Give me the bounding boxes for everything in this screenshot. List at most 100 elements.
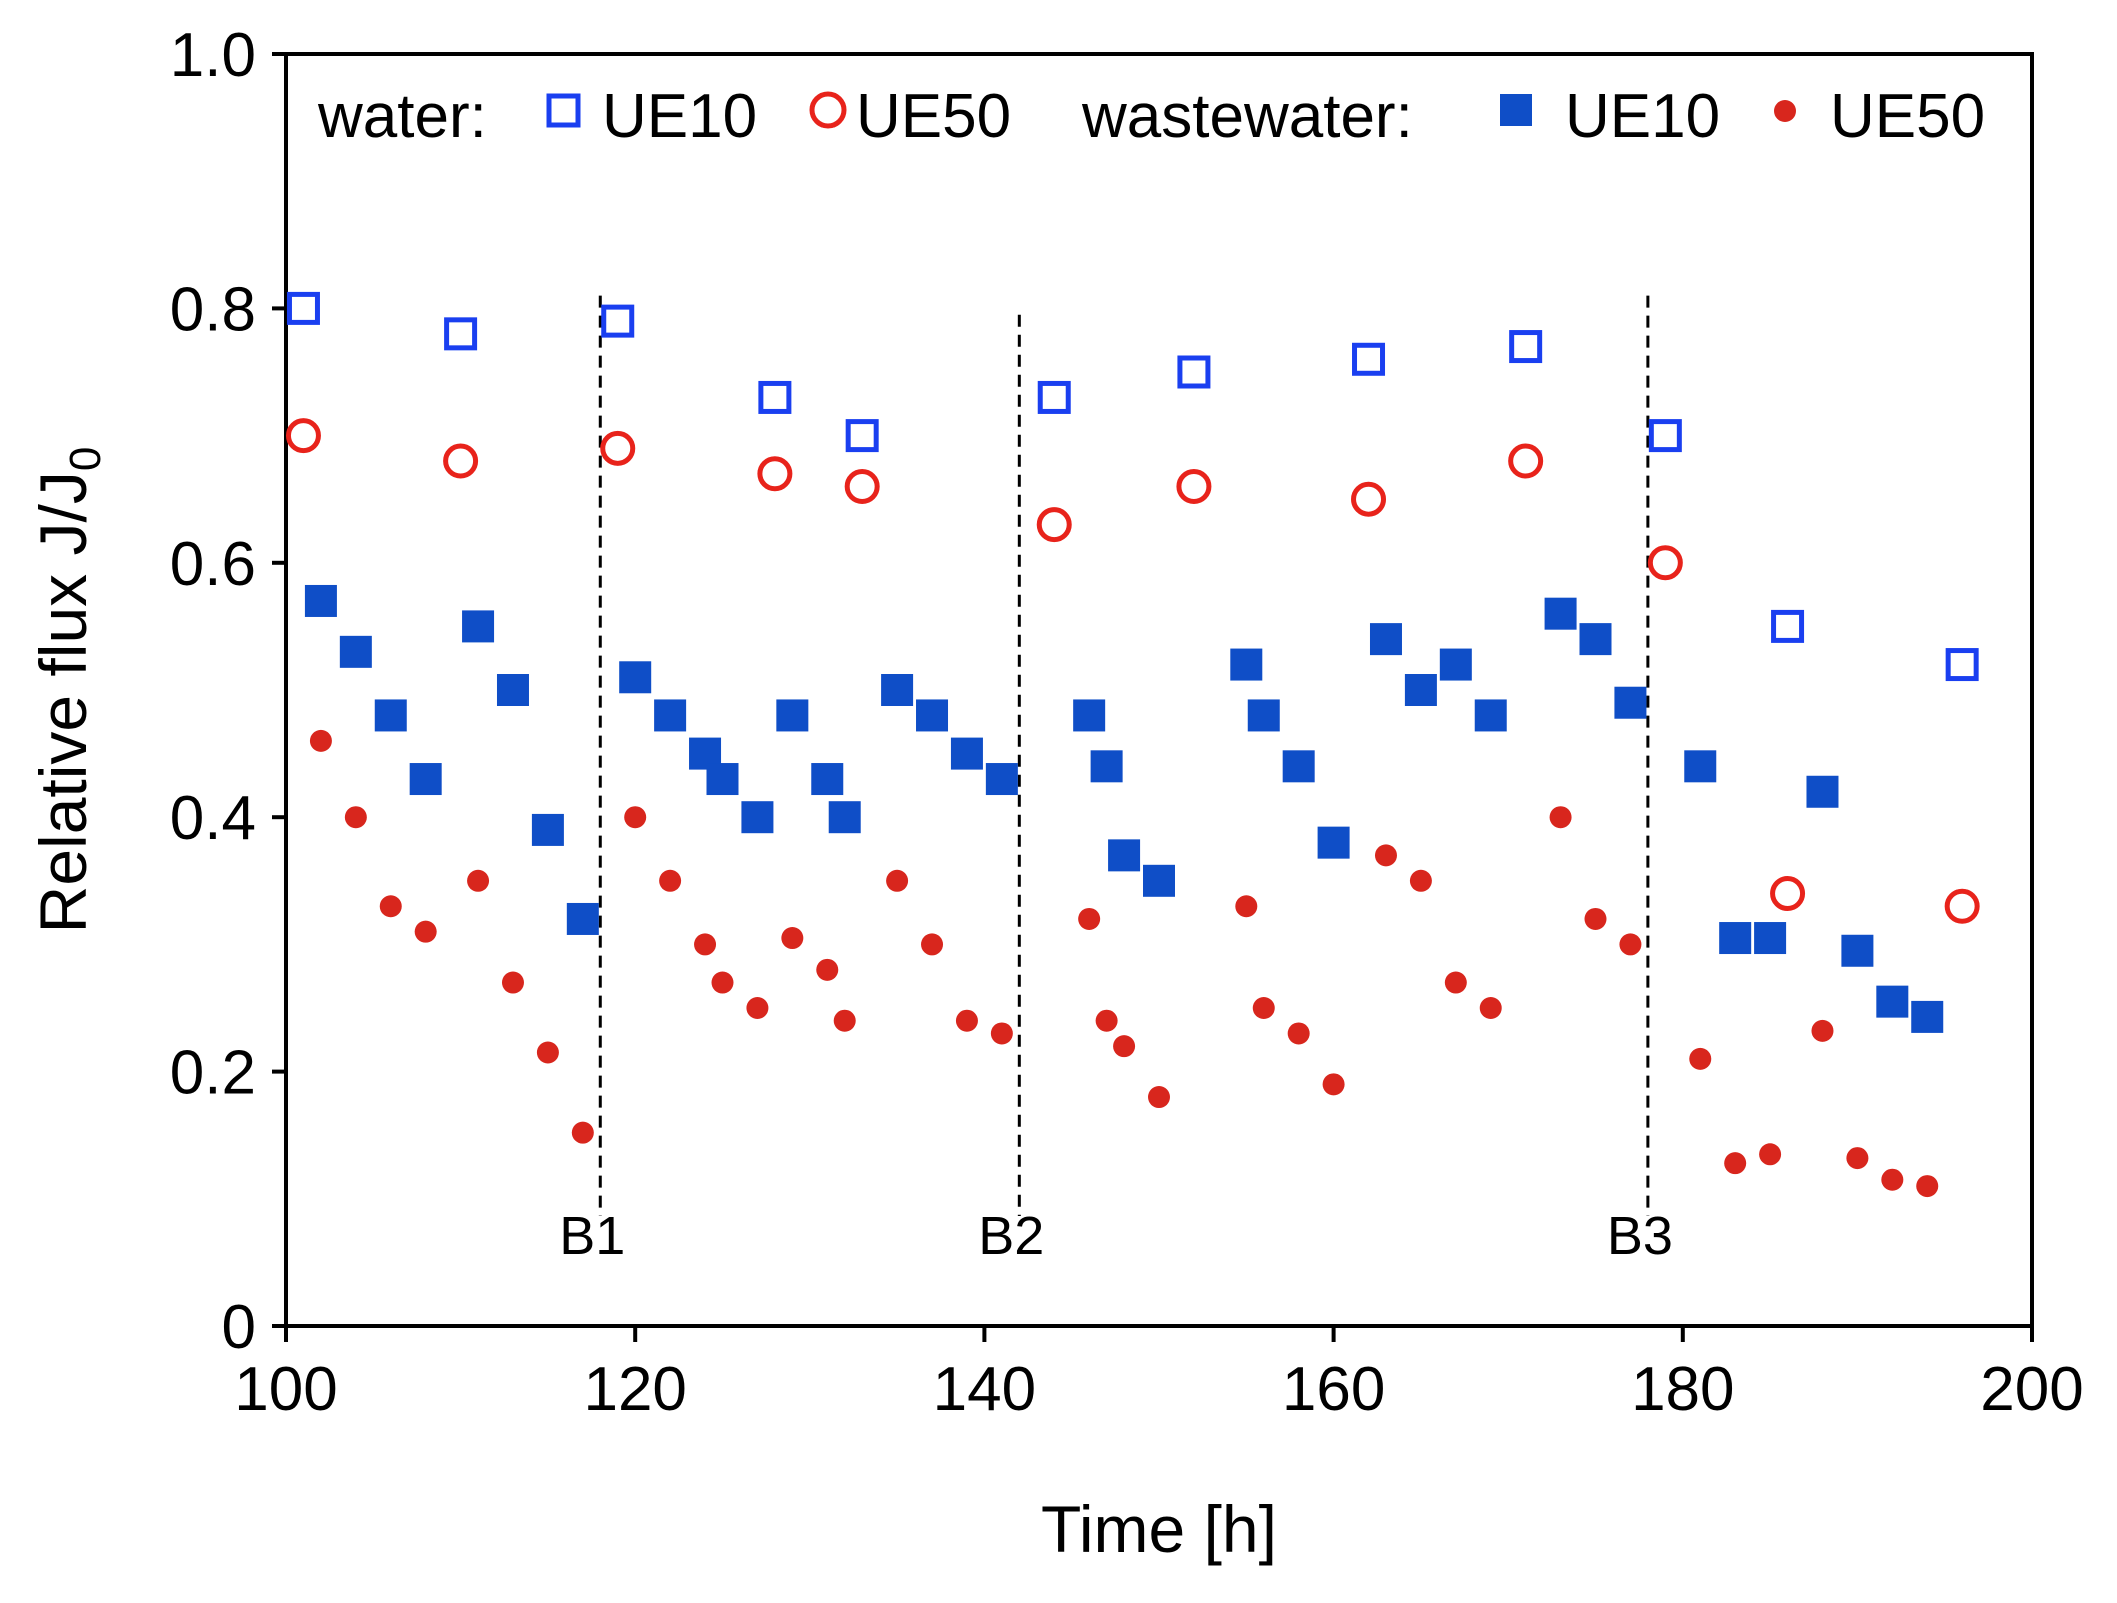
point [1090,750,1123,783]
point [1544,597,1577,630]
point [1078,907,1101,930]
point [758,380,792,414]
point [1647,545,1683,581]
legend-water-ue10-label: UE10 [602,82,757,151]
batch-lines: B1 B2 B3 [559,295,1673,1266]
point [1095,1009,1118,1032]
legend-water-ue50-marker [809,91,847,129]
point [531,813,564,846]
x-tick-label: 140 [933,1355,1036,1424]
point [304,584,337,617]
point [1287,1022,1310,1045]
legend-wastewater-ue50-label: UE50 [1830,82,1985,151]
point [443,443,479,479]
point [414,920,437,943]
legend-wastewater-label: wastewater: [1081,82,1413,151]
point [1037,380,1071,414]
point [374,699,407,732]
y-tick-label: 0 [222,1293,256,1362]
point [816,958,839,981]
y-axis-ticks: 0 0.2 0.4 0.6 0.8 1.0 [170,21,286,1362]
x-tick-label: 180 [1631,1355,1734,1424]
point [1509,330,1543,364]
y-tick-label: 0.6 [170,530,256,599]
point [1404,674,1437,706]
legend-wastewater-ue10-marker [1500,94,1532,126]
point [1619,933,1642,956]
point [286,291,320,325]
point [955,1009,978,1032]
point [711,971,734,994]
point [1806,775,1839,808]
series-wastewater-ue10 [304,584,1944,1033]
point [309,729,332,752]
y-axis-title-main: Relative flux J/J [26,471,100,933]
point [566,902,599,935]
point [1439,648,1472,681]
point [1247,699,1280,732]
point [1846,1147,1869,1170]
point [1944,888,1980,924]
point [1841,934,1874,967]
point [1474,699,1507,732]
point [1369,623,1402,656]
point [990,1022,1013,1045]
point [1945,648,1979,682]
y-axis-title: Relative flux J/J0 [26,447,110,934]
point [916,699,949,732]
point [496,674,529,706]
point [1352,342,1386,376]
x-tick-label: 160 [1282,1355,1385,1424]
point [694,933,717,956]
point [950,737,983,770]
x-axis-ticks: 100 120 140 160 180 200 [234,1326,2084,1424]
point [1113,1035,1136,1058]
point [844,468,880,504]
point [1235,895,1258,918]
point [1770,876,1806,912]
y-tick-label: 0.8 [170,275,256,344]
point [776,699,809,732]
point [985,763,1018,796]
point [379,895,402,918]
point [1916,1175,1939,1198]
batch-label: B3 [1607,1206,1673,1266]
point [462,610,495,643]
legend-wastewater-ue50-marker [1774,100,1796,122]
point [741,801,774,834]
point [1230,648,1263,681]
point [1811,1019,1834,1042]
legend-water-label: water: [317,82,487,151]
legend-water-ue10-marker [546,93,581,128]
point [881,674,914,706]
point [1479,997,1502,1019]
point [654,699,687,732]
point [1684,750,1717,783]
point [1148,1086,1170,1109]
point [921,933,944,956]
point [1719,922,1752,955]
point [886,869,909,892]
y-tick-label: 1.0 [170,21,256,90]
point [1876,985,1909,1018]
point [1584,907,1607,930]
point [1771,609,1805,643]
point [1549,806,1572,829]
point [746,997,769,1019]
point [444,317,478,351]
y-tick-label: 0.2 [170,1039,256,1108]
point [1073,699,1106,732]
point [339,635,372,668]
point [1444,971,1467,994]
point [781,927,804,950]
legend: water: UE10 UE50 wastewater: UE10 UE50 [317,82,1985,151]
series-water-ue50 [285,418,1980,924]
point [1648,419,1682,453]
point [845,419,879,453]
y-axis-title-subscript: 0 [61,447,110,471]
point [1724,1152,1747,1175]
point [757,456,793,492]
x-tick-label: 100 [234,1355,337,1424]
point [659,869,682,892]
